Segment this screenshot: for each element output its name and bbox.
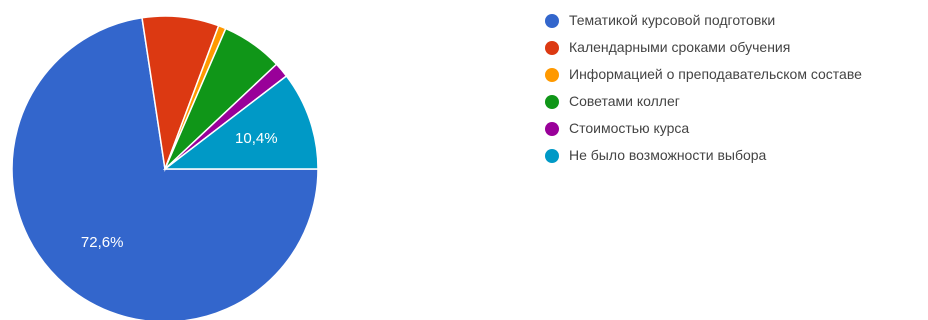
legend-label: Не было возможности выбора (569, 147, 767, 163)
legend-item-4[interactable]: Стоимостью курса (545, 120, 925, 139)
chart-legend: Тематикой курсовой подготовки Календарным… (545, 12, 925, 174)
legend-item-2[interactable]: Информацией о преподавательском составе (545, 66, 925, 85)
legend-item-1[interactable]: Календарными сроками обучения (545, 39, 925, 58)
legend-label: Календарными сроками обучения (569, 39, 791, 55)
pie-chart: 72,6% 10,4% (11, 15, 319, 320)
legend-label: Информацией о преподавательском составе (569, 66, 862, 82)
legend-item-0[interactable]: Тематикой курсовой подготовки (545, 12, 925, 31)
legend-label: Стоимостью курса (569, 120, 690, 136)
pie-slice-0[interactable] (11, 16, 319, 320)
legend-item-3[interactable]: Советами коллег (545, 93, 925, 112)
legend-color-dot (545, 41, 559, 55)
pie-slice-5[interactable] (162, 74, 319, 170)
slice-data-label-0: 72,6% (81, 234, 124, 251)
legend-label: Советами коллег (569, 93, 680, 109)
legend-color-dot (545, 68, 559, 82)
legend-color-dot (545, 149, 559, 163)
slice-data-label-5: 10,4% (235, 130, 278, 147)
legend-color-dot (545, 14, 559, 28)
legend-color-dot (545, 122, 559, 136)
legend-color-dot (545, 95, 559, 109)
legend-item-5[interactable]: Не было возможности выбора (545, 147, 925, 166)
legend-label: Тематикой курсовой подготовки (569, 12, 776, 28)
